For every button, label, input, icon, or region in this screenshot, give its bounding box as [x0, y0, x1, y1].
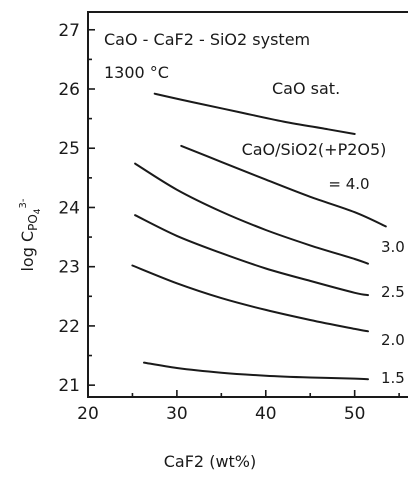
series-lines-group	[131, 92, 387, 381]
plot-frame-group	[87, 11, 408, 398]
series-line	[134, 214, 369, 297]
y-tick-label: 27	[58, 21, 80, 41]
ratio-annotation: CaO/SiO2(+P2O5)	[242, 140, 387, 159]
y-axis-title-superscript: 3-	[18, 198, 29, 208]
x-tick-label: 50	[344, 404, 366, 424]
series-label: 1.5	[381, 369, 405, 387]
y-tick-label: 21	[58, 376, 80, 396]
series-label: = 4.0	[328, 175, 369, 193]
y-tick-label: 23	[58, 258, 80, 278]
temperature-annotation: 1300 °C	[104, 63, 169, 82]
series-line	[180, 144, 387, 228]
y-tick-label: 22	[58, 317, 80, 337]
y-axis-title-subindex: 4	[33, 208, 43, 214]
x-tick-label: 40	[255, 404, 277, 424]
series-line	[134, 162, 369, 265]
y-tick-label: 25	[58, 139, 80, 159]
series-line	[153, 92, 356, 135]
axis-ticks-group	[87, 28, 400, 397]
y-axis-title: log CPO4 3-	[18, 198, 43, 271]
x-tick-label: 30	[166, 404, 188, 424]
y-axis-title-main: log C	[18, 231, 37, 272]
series-line	[143, 361, 369, 381]
series-label: CaO sat.	[272, 79, 340, 98]
series-label: 2.5	[381, 283, 405, 301]
x-tick-label: 20	[77, 404, 99, 424]
y-tick-label: 24	[58, 198, 80, 218]
system-annotation: CaO - CaF2 - SiO2 system	[104, 30, 310, 49]
x-axis-title: CaF2 (wt%)	[164, 452, 257, 471]
series-label: 3.0	[381, 238, 405, 256]
plot-frame	[87, 11, 408, 398]
series-label: 2.0	[381, 331, 405, 349]
labels-group: CaO - CaF2 - SiO2 system 1300 °C CaO/SiO…	[18, 21, 405, 471]
y-tick-label: 26	[58, 80, 80, 100]
y-axis-title-subscript: PO	[26, 214, 40, 231]
series-line	[131, 264, 369, 333]
